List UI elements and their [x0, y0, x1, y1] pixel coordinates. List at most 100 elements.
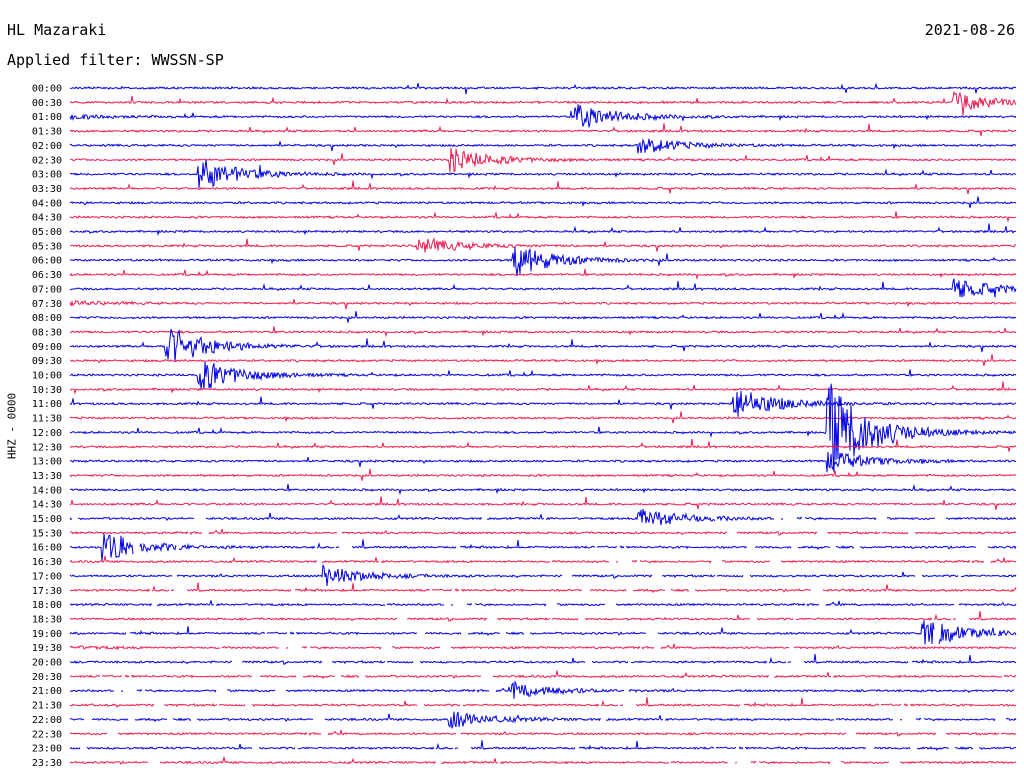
time-label-0330: 03:30 — [32, 184, 62, 195]
trace-1100 — [69, 390, 1017, 417]
time-label-2000: 20:00 — [32, 658, 62, 669]
trace-0500 — [69, 223, 1017, 236]
trace-1730 — [69, 582, 1017, 594]
time-label-0300: 03:00 — [32, 170, 62, 181]
trace-0330 — [69, 180, 1017, 195]
time-label-1830: 18:30 — [32, 614, 62, 625]
trace-1200 — [69, 383, 1017, 473]
trace-0430 — [69, 211, 1017, 223]
filter-label: Applied filter: WWSSN-SP — [7, 51, 224, 69]
trace-0800 — [69, 311, 1017, 323]
trace-0530 — [69, 237, 1017, 253]
trace-0130 — [69, 123, 1017, 137]
trace-1230 — [69, 438, 1017, 452]
trace-2130 — [69, 697, 1017, 708]
trace-0100 — [69, 104, 1017, 128]
time-label-1000: 10:00 — [32, 371, 62, 382]
trace-1630 — [69, 555, 1017, 564]
time-label-1800: 18:00 — [32, 600, 62, 611]
time-label-0400: 04:00 — [32, 198, 62, 209]
trace-1130 — [69, 411, 1017, 424]
time-label-1200: 12:00 — [32, 428, 62, 439]
time-label-1900: 19:00 — [32, 629, 62, 640]
time-label-2200: 22:00 — [32, 715, 62, 726]
trace-0900 — [69, 329, 1017, 362]
time-label-0100: 01:00 — [32, 112, 62, 123]
trace-2330 — [69, 756, 1016, 765]
time-label-1030: 10:30 — [32, 385, 62, 396]
time-label-2230: 22:30 — [32, 729, 62, 740]
time-label-0430: 04:30 — [32, 213, 62, 224]
trace-0300 — [69, 159, 1017, 189]
time-label-0900: 09:00 — [32, 342, 62, 353]
trace-1530 — [69, 528, 1017, 536]
trace-0400 — [69, 196, 1017, 209]
time-label-2030: 20:30 — [32, 672, 62, 683]
time-label-0200: 02:00 — [32, 141, 62, 152]
time-label-0000: 00:00 — [32, 84, 62, 95]
time-label-1530: 15:30 — [32, 528, 62, 539]
trace-0630 — [69, 268, 1017, 280]
time-label-1600: 16:00 — [32, 543, 62, 554]
trace-0700 — [69, 278, 1017, 298]
trace-1600 — [69, 533, 1017, 562]
trace-2000 — [69, 654, 1017, 665]
trace-1900 — [69, 620, 1017, 645]
trace-0030 — [69, 90, 1017, 116]
trace-1400 — [69, 483, 1017, 496]
trace-1430 — [69, 496, 1016, 511]
trace-0200 — [69, 138, 1017, 154]
trace-1330 — [69, 468, 1017, 481]
time-label-1400: 14:00 — [32, 485, 62, 496]
time-label-0800: 08:00 — [32, 313, 62, 324]
time-label-1100: 11:00 — [32, 399, 62, 410]
trace-2230 — [69, 729, 1017, 737]
time-label-0530: 05:30 — [32, 241, 62, 252]
time-label-1300: 13:00 — [32, 457, 62, 468]
time-label-0500: 05:00 — [32, 227, 62, 238]
time-label-0030: 00:30 — [32, 98, 62, 109]
time-label-0600: 06:00 — [32, 256, 62, 267]
trace-1700 — [69, 563, 1017, 587]
trace-1300 — [70, 452, 1017, 473]
time-label-1230: 12:30 — [32, 442, 62, 453]
trace-1930 — [69, 643, 1017, 651]
time-label-1700: 17:00 — [32, 571, 62, 582]
trace-0230 — [69, 148, 1017, 173]
trace-1000 — [69, 361, 1017, 390]
trace-2200 — [69, 711, 1017, 729]
time-label-1500: 15:00 — [32, 514, 62, 525]
trace-0000 — [69, 82, 1017, 95]
time-label-0130: 01:30 — [32, 127, 62, 138]
trace-1800 — [69, 600, 1017, 607]
time-label-1630: 16:30 — [32, 557, 62, 568]
time-label-1730: 17:30 — [32, 586, 62, 597]
trace-1830 — [69, 611, 1017, 622]
date-label: 2021-08-26 — [924, 21, 1015, 39]
station-title: HL Mazaraki — [7, 21, 107, 39]
trace-1500 — [69, 508, 1017, 526]
time-label-0830: 08:30 — [32, 327, 62, 338]
time-label-2330: 23:30 — [32, 758, 62, 769]
time-label-0700: 07:00 — [32, 284, 62, 295]
time-label-1930: 19:30 — [32, 643, 62, 654]
trace-0600 — [69, 247, 1017, 277]
trace-0830 — [69, 326, 1017, 338]
time-label-0630: 06:30 — [32, 270, 62, 281]
time-label-2130: 21:30 — [32, 701, 62, 712]
time-label-0730: 07:30 — [32, 299, 62, 310]
time-label-2100: 21:00 — [32, 686, 62, 697]
time-label-1130: 11:30 — [32, 414, 62, 425]
trace-1030 — [70, 381, 1017, 395]
time-label-1330: 13:30 — [32, 471, 62, 482]
trace-2100 — [69, 680, 1015, 699]
trace-2300 — [69, 740, 1017, 751]
trace-0930 — [69, 354, 1017, 366]
time-label-2300: 23:00 — [32, 744, 62, 755]
time-label-0930: 09:30 — [32, 356, 62, 367]
time-label-1430: 14:30 — [32, 500, 62, 511]
trace-2030 — [69, 670, 1017, 680]
trace-0730 — [69, 299, 1017, 310]
time-label-0230: 02:30 — [32, 155, 62, 166]
